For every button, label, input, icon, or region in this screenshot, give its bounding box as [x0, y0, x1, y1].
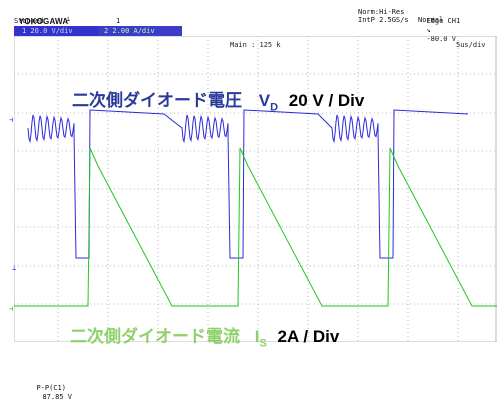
current-label: 二次側ダイオード電流 [70, 327, 240, 346]
acquisition-mode: Norm:Hi-Res [358, 8, 405, 16]
timebase-main: Main : 125 k [230, 41, 281, 49]
measurement-label: P-P(C1) [36, 384, 66, 392]
current-scale: 2A / Div [277, 327, 340, 346]
ch2-ground-marker: ⊥ [12, 264, 17, 272]
ch1-voltage-trace [27, 109, 469, 259]
ch2-zero-marker: ⊣ [9, 305, 14, 313]
ch1-ground-marker: ⊣ [9, 116, 14, 124]
trigger-number: 1 [116, 17, 121, 25]
trigger-source-label: Edge CH1 [426, 17, 461, 25]
ch2-scale-badge[interactable]: 2 2.00 A/div [98, 26, 182, 36]
measurement-readout: P-P(C1) 87.85 V [28, 375, 72, 402]
voltage-annotation: 二次側ダイオード電圧 VD 20 V / Div [72, 86, 364, 113]
trigger-source: Edge CH1 ↘ -80.0 V [418, 8, 460, 44]
trigger-level: -80.0 V [426, 35, 456, 43]
current-symbol-sub: S [259, 337, 267, 350]
graticule [14, 36, 497, 342]
time-per-div: 5us/div [456, 41, 486, 49]
current-annotation: 二次側ダイオード電流 IS 2A / Div [70, 322, 339, 349]
current-symbol: IS [254, 327, 272, 350]
current-symbol-letter: I [254, 327, 260, 346]
voltage-label: 二次側ダイオード電圧 [72, 91, 242, 110]
sample-rate: IntP 2.5GS/s [358, 16, 409, 24]
voltage-symbol-sub: D [270, 101, 279, 114]
trigger-mode: Normal [418, 16, 444, 24]
run-state: Stopped [14, 17, 44, 25]
voltage-symbol-letter: V [258, 91, 271, 110]
ch1-scale-badge[interactable]: 1 20.0 V/div [14, 26, 98, 36]
trigger-marker-icon: ⊥ [66, 15, 71, 23]
ch2-current-trace [14, 147, 497, 307]
channel-bar: 1 20.0 V/div 2 2.00 A/div [14, 26, 182, 36]
falling-edge-icon: ↘ [426, 26, 431, 34]
voltage-symbol: VD [258, 91, 283, 114]
waveform-display [14, 36, 497, 342]
measurement-value: 87.85 V [42, 393, 72, 401]
voltage-scale: 20 V / Div [288, 91, 365, 110]
brand-name: YOKOGAWA [18, 17, 69, 26]
